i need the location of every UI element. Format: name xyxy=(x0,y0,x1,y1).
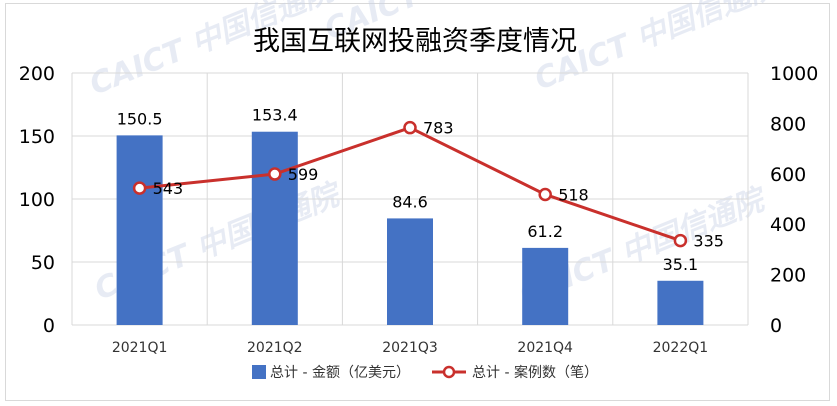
bar xyxy=(657,280,704,325)
y-right-tick-label: 0 xyxy=(770,315,782,337)
line-data-label: 543 xyxy=(153,179,184,198)
y-left-tick-label: 200 xyxy=(19,63,55,85)
x-tick-label: 2021Q4 xyxy=(517,340,573,356)
line-data-label: 335 xyxy=(693,232,724,251)
line-point xyxy=(132,181,147,195)
line-point xyxy=(268,167,282,181)
line-series xyxy=(132,120,688,248)
line-data-label: 783 xyxy=(423,119,454,138)
line-data-label: 599 xyxy=(288,165,319,184)
bar xyxy=(522,247,569,325)
bar-data-label: 61.2 xyxy=(527,222,563,241)
x-tick-label: 2021Q2 xyxy=(247,340,303,356)
legend: 总计 - 金额（亿美元） 总计 - 案例数（笔） xyxy=(252,364,598,381)
x-tick-label: 2022Q1 xyxy=(653,340,709,356)
bar xyxy=(387,218,433,325)
line-point xyxy=(403,120,417,135)
bar-data-label: 84.6 xyxy=(392,192,428,211)
x-tick-label: 2021Q1 xyxy=(112,340,168,356)
x-tick-label: 2021Q3 xyxy=(382,340,438,356)
y-left-tick-label: 0 xyxy=(43,315,55,337)
y-right-tick-label: 200 xyxy=(770,265,806,287)
y-right-tick-label: 600 xyxy=(770,164,806,186)
bar-data-label: 153.4 xyxy=(252,106,298,125)
y-right-tick-label: 1000 xyxy=(770,63,818,85)
line-data-label: 518 xyxy=(558,185,589,204)
legend-line-label: 总计 - 案例数（笔） xyxy=(472,364,598,381)
y-left-tick-label: 50 xyxy=(31,252,55,274)
chart-frame xyxy=(5,3,830,401)
chart-title: 我国互联网投融资季度情况 xyxy=(253,26,577,57)
bar xyxy=(251,131,298,325)
axes: 0 50 100 150 200 0 200 400 600 800 1000 2021Q1 2021Q… xyxy=(19,63,819,356)
line-point xyxy=(538,187,552,202)
y-right-tick-label: 400 xyxy=(770,214,806,236)
gridlines xyxy=(71,72,749,326)
bar xyxy=(116,135,163,325)
bar-series xyxy=(116,131,704,325)
legend-bar-label: 总计 - 金额（亿美元） xyxy=(270,365,410,381)
y-left-tick-label: 100 xyxy=(19,189,55,211)
data-labels: 150.5 153.4 84.6 61.2 35.1 543 599 783 518 335 xyxy=(117,106,724,274)
line-point xyxy=(673,233,688,248)
legend-line-marker xyxy=(442,365,456,379)
bar-data-label: 150.5 xyxy=(117,109,163,128)
y-right-tick-label: 800 xyxy=(770,113,806,135)
legend-bar-swatch xyxy=(252,365,266,379)
y-left-tick-label: 150 xyxy=(19,126,55,148)
bar-data-label: 35.1 xyxy=(663,255,699,274)
